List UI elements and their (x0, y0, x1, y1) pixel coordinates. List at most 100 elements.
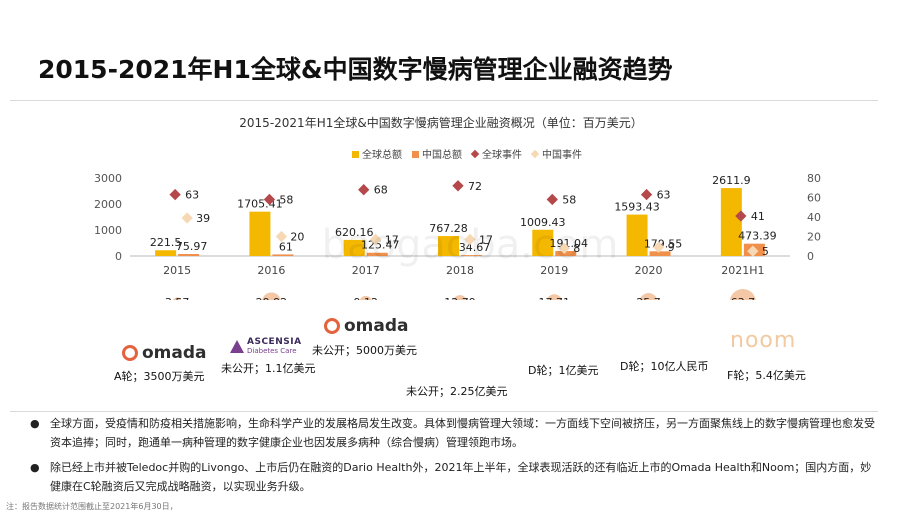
bullet-dot-icon: ● (30, 417, 40, 430)
marker-global-events-6 (735, 210, 747, 222)
omada-logo-2017: omada (324, 316, 409, 336)
deal-label-2016: 未公开；1.1亿美元 (221, 362, 316, 375)
bar-global-label-3: 767.28 (429, 222, 468, 235)
marker-global-events-0 (169, 188, 181, 201)
marker-global-events-1 (263, 193, 276, 206)
bar-global-label-1: 1705.41 (237, 198, 283, 211)
bar-china-label-1: 61 (279, 240, 293, 253)
bar-global-label-5: 1593.43 (614, 201, 660, 214)
legend-label-3: 中国事件 (542, 148, 582, 161)
category-label-3: 2018 (446, 264, 474, 277)
ratio-bubble-3 (453, 295, 467, 300)
right-tick-label-0: 0 (807, 250, 814, 263)
chart-title: 2015-2021年H1全球&中国数字慢病管理企业融资概况（单位：百万美元） (239, 115, 642, 130)
left-tick-label-0: 0 (115, 250, 122, 263)
omada-ring-icon (324, 318, 340, 334)
ascensia-triangle-icon (230, 340, 244, 353)
category-label-1: 2016 (257, 264, 285, 277)
deal-label-2015: A轮；3500万美元 (114, 370, 205, 383)
ratio-bubble-label-6: 63.7 (731, 296, 756, 300)
right-tick-label-2: 40 (807, 211, 821, 224)
marker-global-events-4 (546, 193, 558, 206)
ratio-bubble-6 (730, 289, 756, 300)
marker-global-events-2 (358, 184, 370, 196)
ratio-bubble-1 (262, 292, 281, 300)
omada-wordmark: omada (142, 343, 207, 363)
right-tick-label-4: 80 (807, 172, 821, 185)
marker-global-events-3 (452, 180, 464, 192)
bar-china-0 (178, 254, 200, 256)
ratio-bubble-label-2: 9.12 (353, 296, 378, 300)
marker-china-events-label-2: 17 (385, 233, 399, 246)
marker-global-events-label-0: 63 (185, 189, 199, 202)
section-divider (10, 411, 878, 412)
deal-label-2020: D轮；10亿人民币 (620, 360, 709, 373)
ratio-bubble-0 (172, 297, 182, 300)
marker-china-events-4 (558, 242, 570, 254)
ascensia-logo: ASCENSIA Diabetes Care (230, 338, 302, 355)
legend-swatch-1 (412, 151, 419, 158)
omada-wordmark: omada (344, 316, 409, 336)
financing-chart: 2015-2021年H1全球&中国数字慢病管理企业融资概况（单位：百万美元） 全球… (94, 115, 821, 300)
bar-china-3 (461, 255, 482, 256)
left-tick-label-1: 1000 (94, 224, 122, 237)
legend-swatch-3 (530, 149, 540, 159)
bar-global-label-4: 1009.43 (520, 216, 566, 229)
marker-china-events-1 (275, 230, 288, 243)
marker-china-events-label-5: 9 (668, 241, 675, 254)
marker-china-events-label-0: 39 (196, 212, 210, 225)
omada-ring-icon (122, 345, 138, 361)
deal-label-2019: D轮；1亿美元 (528, 364, 599, 377)
marker-china-events-0 (181, 212, 193, 224)
bar-global-1 (249, 211, 271, 256)
ratio-bubble-label-4: 17.71 (539, 296, 571, 300)
noom-logo: noom (730, 328, 796, 353)
noom-wordmark: noom (730, 328, 797, 353)
legend-swatch-0 (352, 151, 359, 158)
bar-china-label-6: 473.39 (738, 230, 777, 243)
bar-global-2 (343, 239, 365, 256)
bar-china-4 (555, 251, 577, 256)
deal-label-2018: 未公开；2.25亿美元 (406, 385, 508, 398)
bar-china-5 (649, 251, 671, 256)
bar-global-label-0: 221.5 (150, 236, 182, 249)
category-label-4: 2019 (540, 264, 568, 277)
deal-label-2017: 未公开；5000万美元 (312, 344, 417, 357)
bullet-item-1: ● 全球方面，受疫情和防疫相关措施影响，生命科学产业的发展格局发生改变。具体到慢… (30, 414, 880, 452)
marker-china-events-3 (464, 233, 476, 246)
bullet-dot-icon: ● (30, 461, 40, 474)
title-divider (10, 100, 878, 101)
omada-logo-2015: omada (122, 343, 207, 363)
legend-label-2: 全球事件 (482, 148, 522, 161)
bar-global-label-6: 2611.9 (712, 174, 751, 187)
marker-global-events-label-2: 68 (374, 184, 388, 197)
ascensia-wordmark: ASCENSIA (247, 337, 302, 347)
marker-china-events-label-4: 8 (573, 242, 580, 255)
ratio-bubble-label-5: 25.7 (636, 296, 661, 300)
bar-china-2 (366, 252, 388, 256)
left-tick-label-3: 3000 (94, 172, 122, 185)
watermark: baogaoba.com (322, 222, 619, 268)
right-tick-label-1: 20 (807, 231, 821, 244)
legend-swatch-2 (470, 149, 480, 159)
marker-global-events-label-1: 58 (279, 193, 293, 206)
footnote: 注：报告数据统计范围截止至2021年6月30日， (6, 502, 178, 511)
bar-global-5 (626, 214, 648, 256)
bullet-text: 全球方面，受疫情和防疫相关措施影响，生命科学产业的发展格局发生改变。具体到慢病管… (50, 417, 875, 449)
left-tick-label-2: 2000 (94, 198, 122, 211)
bullet-item-2: ● 除已经上市并被Teledoc并购的Livongo、上市后仍在融资的Dario… (30, 458, 880, 496)
deal-label-2021h1: F轮；5.4亿美元 (727, 369, 806, 382)
category-label-6: 2021H1 (721, 264, 764, 277)
ratio-bubble-label-3: 12.79 (444, 296, 476, 300)
marker-global-events-label-4: 58 (562, 193, 576, 206)
bar-china-1 (272, 254, 294, 256)
marker-china-events-5 (652, 241, 665, 253)
marker-china-events-label-3: 17 (479, 233, 493, 246)
marker-global-events-5 (640, 188, 653, 201)
bar-china-label-4: 191.04 (550, 237, 589, 250)
bar-global-0 (155, 250, 177, 256)
marker-global-events-label-5: 63 (657, 189, 671, 202)
ratio-bubble-label-1: 29.92 (256, 296, 288, 300)
category-label-0: 2015 (163, 264, 191, 277)
legend-label-1: 中国总额 (422, 148, 462, 161)
